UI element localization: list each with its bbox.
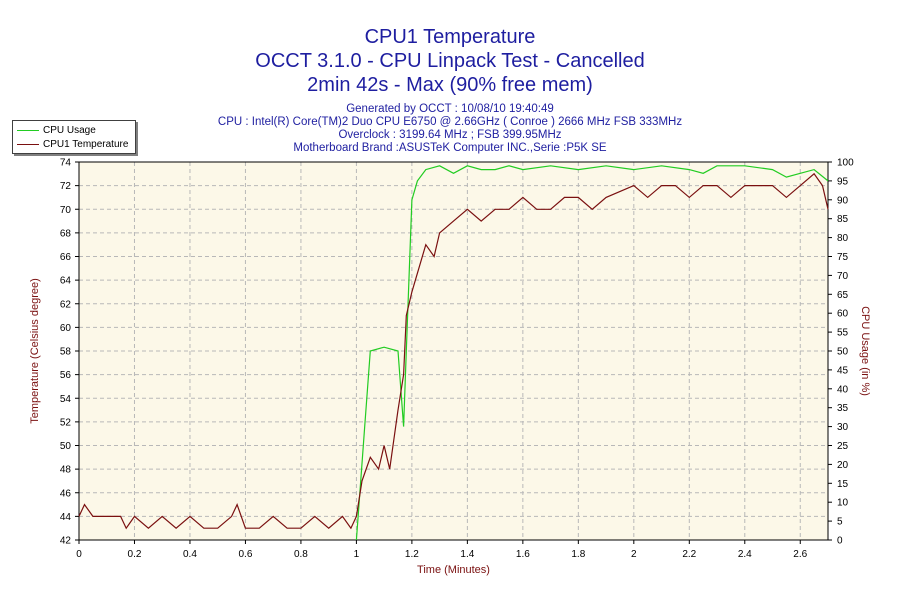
y-right-tick-label: 85 — [837, 214, 849, 225]
chart-title: CPU1 Temperature — [364, 26, 536, 48]
y-left-tick-label: 54 — [60, 394, 72, 405]
y-right-tick-label: 5 — [837, 517, 843, 528]
y-left-tick-label: 48 — [60, 465, 72, 476]
info-cpu: CPU : Intel(R) Core(TM)2 Duo CPU E6750 @… — [217, 116, 683, 128]
legend-label-temperature: CPU1 Temperature — [43, 138, 129, 150]
y-left-tick-label: 72 — [60, 181, 72, 192]
x-tick-label: 2.6 — [793, 549, 807, 560]
y-right-tick-label: 80 — [837, 233, 849, 244]
y-right-tick-label: 60 — [837, 309, 849, 320]
y-right-tick-label: 65 — [837, 290, 849, 301]
y-left-tick-label: 66 — [60, 252, 72, 263]
y-left-tick-label: 60 — [60, 323, 72, 334]
x-tick-label: 1.2 — [405, 549, 419, 560]
legend-item-usage: CPU Usage — [17, 123, 96, 137]
x-tick-label: 2.2 — [682, 549, 696, 560]
y-left-tick-label: 42 — [60, 536, 72, 547]
info-motherboard: Motherboard Brand :ASUSTeK Computer INC.… — [293, 142, 607, 154]
x-tick-label: 2 — [631, 549, 637, 560]
y-right-tick-label: 95 — [837, 176, 849, 187]
y-left-tick-label: 58 — [60, 347, 72, 358]
y-left-axis-title: Temperature (Celsius degree) — [29, 278, 41, 424]
x-tick-label: 1.8 — [571, 549, 585, 560]
y-right-tick-label: 90 — [837, 195, 849, 206]
chart-subtitle-duration: 2min 42s - Max (90% free mem) — [307, 74, 593, 96]
y-left-tick-label: 74 — [60, 158, 72, 169]
y-left-tick-label: 56 — [60, 370, 72, 381]
y-right-tick-label: 100 — [837, 158, 854, 169]
y-right-axis-title: CPU Usage (in %) — [859, 306, 871, 396]
chart-subtitle-test: OCCT 3.1.0 - CPU Linpack Test - Cancelle… — [255, 50, 645, 72]
y-left-tick-label: 46 — [60, 488, 72, 499]
x-tick-label: 1.4 — [460, 549, 474, 560]
legend-swatch-temperature — [17, 143, 39, 145]
series-line-cpu-usage — [355, 165, 829, 541]
y-right-tick-label: 70 — [837, 271, 849, 282]
y-right-tick-label: 0 — [837, 536, 843, 547]
legend-item-temperature: CPU1 Temperature — [17, 137, 128, 151]
y-right-tick-label: 30 — [837, 422, 849, 433]
x-tick-label: 0.6 — [238, 549, 252, 560]
y-left-tick-label: 68 — [60, 228, 72, 239]
legend-swatch-usage — [17, 129, 39, 131]
info-generated: Generated by OCCT : 10/08/10 19:40:49 — [346, 103, 554, 115]
y-left-tick-label: 52 — [60, 417, 72, 428]
x-tick-label: 2.4 — [738, 549, 752, 560]
y-right-tick-label: 40 — [837, 384, 849, 395]
y-right-tick-label: 10 — [837, 498, 849, 509]
y-right-tick-label: 55 — [837, 328, 849, 339]
y-left-tick-label: 50 — [60, 441, 72, 452]
info-overclock: Overclock : 3199.64 MHz ; FSB 399.95MHz — [338, 129, 562, 141]
x-tick-label: 0.8 — [294, 549, 308, 560]
x-tick-label: 1 — [354, 549, 360, 560]
y-right-tick-label: 45 — [837, 365, 849, 376]
x-tick-label: 0 — [76, 549, 82, 560]
chart-legend: CPU Usage CPU1 Temperature — [12, 120, 136, 154]
y-right-tick-label: 75 — [837, 252, 849, 263]
y-left-tick-label: 70 — [60, 205, 72, 216]
y-right-tick-label: 35 — [837, 403, 849, 414]
x-tick-label: 1.6 — [516, 549, 530, 560]
series-line-cpu-temperature — [78, 172, 829, 530]
legend-label-usage: CPU Usage — [43, 124, 96, 136]
x-tick-label: 0.4 — [183, 549, 197, 560]
y-right-tick-label: 25 — [837, 441, 849, 452]
x-axis-title: Time (Minutes) — [417, 564, 490, 576]
y-right-tick-label: 50 — [837, 347, 849, 358]
y-right-tick-label: 20 — [837, 460, 849, 471]
x-tick-label: 0.2 — [128, 549, 142, 560]
y-left-tick-label: 44 — [60, 512, 72, 523]
y-left-tick-label: 62 — [60, 299, 72, 310]
y-right-tick-label: 15 — [837, 479, 849, 490]
y-left-tick-label: 64 — [60, 276, 72, 287]
